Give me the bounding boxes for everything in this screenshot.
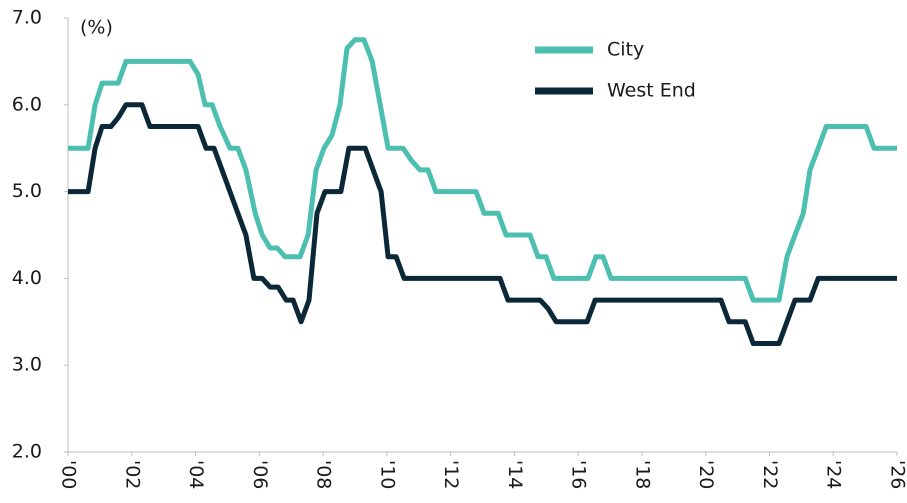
legend-label: City (607, 39, 644, 61)
x-tick-label: '06 (249, 460, 271, 489)
legend-label: West End (607, 80, 696, 102)
x-tick-label: '26 (887, 460, 907, 489)
y-tick-label: 5.0 (12, 180, 42, 202)
y-tick-label: 6.0 (12, 93, 42, 115)
y-tick-label: 4.0 (12, 267, 42, 289)
x-tick-label: '20 (695, 460, 717, 489)
y-axis-label: (%) (80, 17, 113, 39)
x-tick-label: '24 (823, 460, 845, 489)
series-line (68, 37, 897, 303)
x-tick-label: '12 (440, 460, 462, 489)
x-tick-label: '22 (759, 460, 781, 489)
y-tick-label: 3.0 (12, 354, 42, 376)
x-tick-label: '04 (185, 460, 207, 489)
series-line (68, 102, 897, 346)
x-tick-label: '14 (504, 460, 526, 489)
y-tick-label: 2.0 (12, 441, 42, 463)
x-tick-label: '16 (568, 460, 590, 489)
x-tick-label: '08 (313, 460, 335, 489)
x-tick-label: '00 (58, 460, 80, 489)
x-tick-label: '10 (376, 460, 398, 489)
y-tick-label: 7.0 (12, 7, 42, 29)
x-tick-label: '02 (121, 460, 143, 489)
x-tick-label: '18 (631, 460, 653, 489)
